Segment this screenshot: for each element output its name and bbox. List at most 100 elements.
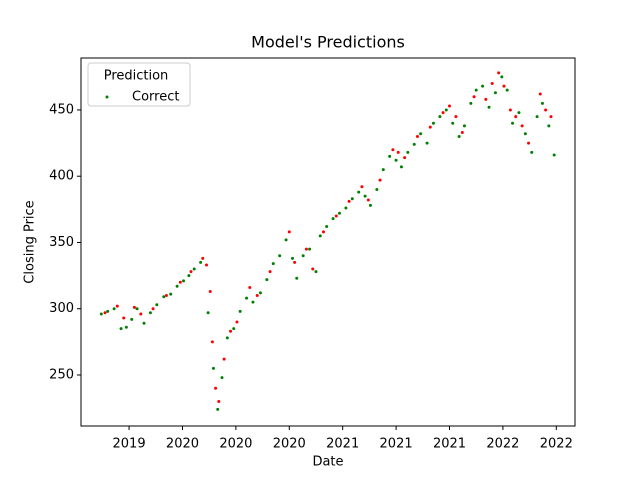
point [311,267,315,271]
point [99,312,103,316]
point [360,185,364,189]
point [217,399,221,403]
chart-title: Model's Predictions [251,33,405,52]
point [517,111,521,115]
point [381,168,385,172]
point [527,141,531,145]
point [229,329,233,333]
point [428,125,432,129]
x-tick-label: 2021 [380,437,413,452]
point [304,247,308,251]
point [164,293,168,297]
point [162,295,166,299]
point [135,307,139,311]
x-tick-label: 2020 [166,437,199,452]
point [399,165,403,169]
point [462,124,466,128]
point [357,190,361,194]
y-tick-label: 350 [49,235,74,250]
plot-frame [80,57,576,427]
point [500,75,504,79]
point [189,270,193,274]
point [375,187,379,191]
point [363,194,367,198]
point [394,158,398,162]
point [208,289,212,293]
legend-label: Correct [132,90,179,105]
point [457,134,461,138]
point [132,305,136,309]
point [199,260,203,264]
point [535,115,539,119]
point [406,150,410,154]
point [187,274,191,278]
point [544,108,548,112]
x-tick-label: 2021 [326,437,359,452]
point [178,280,182,284]
point [216,407,220,411]
x-tick-label: 2020 [219,437,252,452]
point [469,101,473,105]
point [540,101,544,105]
point [245,296,249,300]
point [490,81,494,85]
point [175,284,179,288]
point [334,214,338,218]
point [493,91,497,95]
point [220,376,224,380]
point [447,104,451,108]
point [142,321,146,325]
point [265,278,269,282]
point [293,260,297,264]
point [425,141,429,145]
point [206,311,210,315]
y-axis-label: Closing Price [23,200,38,283]
point [530,150,534,154]
point [325,225,329,229]
point [225,336,229,340]
x-tick-label: 2020 [273,437,306,452]
point [314,270,318,274]
point [169,292,173,296]
y-tick-label: 450 [49,102,74,117]
point [520,124,524,128]
point [205,263,209,267]
point [552,153,556,157]
point [505,88,509,92]
point [112,307,116,311]
point [201,256,205,260]
point [214,386,218,390]
point [268,270,272,274]
y-tick-label: 400 [49,169,74,184]
point [151,307,155,311]
point [255,293,259,297]
point [124,325,128,329]
point [182,279,186,283]
point [222,357,226,361]
point [403,156,407,160]
point [290,256,294,260]
point [321,230,325,234]
point [472,95,476,99]
point [451,121,455,125]
point [419,132,423,136]
x-tick-label: 2022 [486,437,519,452]
point [148,311,152,315]
point [415,134,419,138]
point [538,92,542,96]
point [337,211,341,215]
point [155,303,159,307]
point [210,340,214,344]
point [347,199,351,203]
point [122,316,126,320]
point [366,198,370,202]
point [192,267,196,271]
point [511,121,515,125]
x-tick-label: 2019 [113,437,146,452]
point [301,254,305,258]
point [103,311,107,315]
y-tick-label: 300 [49,301,74,316]
point [484,97,488,101]
legend-box [87,62,191,107]
